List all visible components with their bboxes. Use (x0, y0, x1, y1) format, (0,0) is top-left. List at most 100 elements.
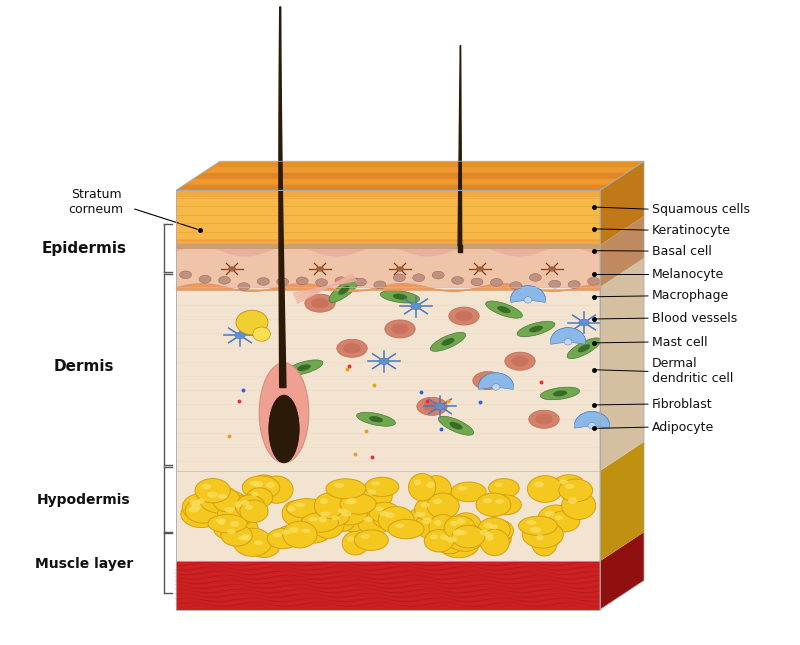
Ellipse shape (275, 525, 309, 546)
Ellipse shape (385, 320, 415, 338)
Polygon shape (176, 184, 609, 190)
Ellipse shape (484, 532, 493, 537)
Ellipse shape (458, 530, 467, 535)
Ellipse shape (218, 495, 227, 499)
Ellipse shape (330, 504, 367, 525)
Ellipse shape (517, 321, 555, 337)
Ellipse shape (413, 274, 425, 282)
Ellipse shape (235, 332, 245, 339)
Polygon shape (185, 179, 618, 184)
Polygon shape (202, 167, 635, 173)
Ellipse shape (430, 534, 438, 539)
Ellipse shape (409, 473, 436, 501)
Ellipse shape (379, 358, 389, 364)
Ellipse shape (250, 481, 259, 486)
Ellipse shape (269, 395, 299, 463)
Ellipse shape (365, 477, 399, 497)
Ellipse shape (490, 495, 522, 515)
Ellipse shape (505, 352, 535, 370)
Ellipse shape (422, 518, 432, 524)
Polygon shape (194, 173, 626, 179)
Ellipse shape (234, 501, 242, 508)
Text: Blood vessels: Blood vessels (652, 312, 738, 324)
Ellipse shape (199, 486, 239, 513)
Polygon shape (176, 471, 600, 561)
Ellipse shape (568, 497, 578, 504)
Ellipse shape (510, 282, 522, 290)
Polygon shape (176, 244, 600, 249)
Text: Hypodermis: Hypodermis (37, 493, 131, 507)
Ellipse shape (229, 495, 257, 523)
Ellipse shape (206, 491, 218, 498)
Ellipse shape (181, 501, 222, 528)
Ellipse shape (434, 530, 465, 554)
Ellipse shape (527, 475, 562, 502)
Ellipse shape (492, 384, 500, 390)
Ellipse shape (182, 493, 222, 521)
Ellipse shape (199, 275, 211, 283)
Ellipse shape (273, 384, 303, 402)
Ellipse shape (529, 410, 559, 428)
Ellipse shape (480, 530, 510, 555)
Ellipse shape (240, 500, 268, 522)
Ellipse shape (192, 504, 202, 510)
Polygon shape (176, 197, 600, 239)
Text: Muscle layer: Muscle layer (35, 557, 133, 571)
Ellipse shape (511, 356, 529, 366)
Ellipse shape (346, 498, 357, 502)
Ellipse shape (267, 528, 299, 549)
Text: Mast cell: Mast cell (652, 335, 708, 348)
Ellipse shape (334, 483, 344, 488)
Ellipse shape (553, 390, 567, 397)
Ellipse shape (444, 516, 475, 539)
Text: Dermis: Dermis (54, 359, 114, 374)
Ellipse shape (197, 499, 205, 504)
Ellipse shape (478, 528, 511, 550)
Ellipse shape (361, 534, 370, 539)
Ellipse shape (248, 536, 279, 557)
Ellipse shape (180, 271, 192, 279)
Ellipse shape (286, 499, 327, 518)
Ellipse shape (407, 506, 447, 531)
Ellipse shape (452, 525, 485, 548)
Text: Stratum
corneum: Stratum corneum (69, 188, 123, 215)
Ellipse shape (440, 535, 448, 540)
Ellipse shape (195, 479, 230, 503)
Ellipse shape (321, 511, 330, 516)
Ellipse shape (434, 520, 442, 526)
Ellipse shape (568, 281, 580, 288)
Ellipse shape (394, 274, 406, 282)
Ellipse shape (301, 513, 338, 532)
Ellipse shape (236, 310, 268, 335)
Ellipse shape (545, 511, 554, 517)
Ellipse shape (246, 488, 273, 508)
Ellipse shape (554, 515, 563, 520)
Ellipse shape (564, 339, 572, 345)
Ellipse shape (442, 338, 454, 346)
Ellipse shape (529, 326, 543, 332)
Ellipse shape (338, 495, 378, 516)
Ellipse shape (260, 476, 293, 503)
Ellipse shape (314, 508, 350, 527)
Ellipse shape (562, 491, 596, 519)
Ellipse shape (451, 277, 464, 284)
Ellipse shape (490, 524, 498, 530)
Ellipse shape (371, 481, 381, 486)
Ellipse shape (536, 534, 543, 541)
Ellipse shape (277, 278, 289, 286)
Ellipse shape (367, 489, 376, 495)
Ellipse shape (202, 484, 211, 489)
Ellipse shape (189, 506, 200, 512)
Ellipse shape (427, 493, 459, 519)
Ellipse shape (248, 475, 280, 503)
Ellipse shape (522, 521, 563, 548)
Ellipse shape (364, 517, 373, 522)
Ellipse shape (347, 537, 354, 542)
Ellipse shape (228, 266, 236, 272)
Ellipse shape (331, 516, 339, 521)
Ellipse shape (316, 266, 324, 272)
Ellipse shape (471, 278, 483, 286)
Ellipse shape (266, 482, 275, 488)
Ellipse shape (318, 516, 327, 522)
Ellipse shape (358, 512, 390, 535)
